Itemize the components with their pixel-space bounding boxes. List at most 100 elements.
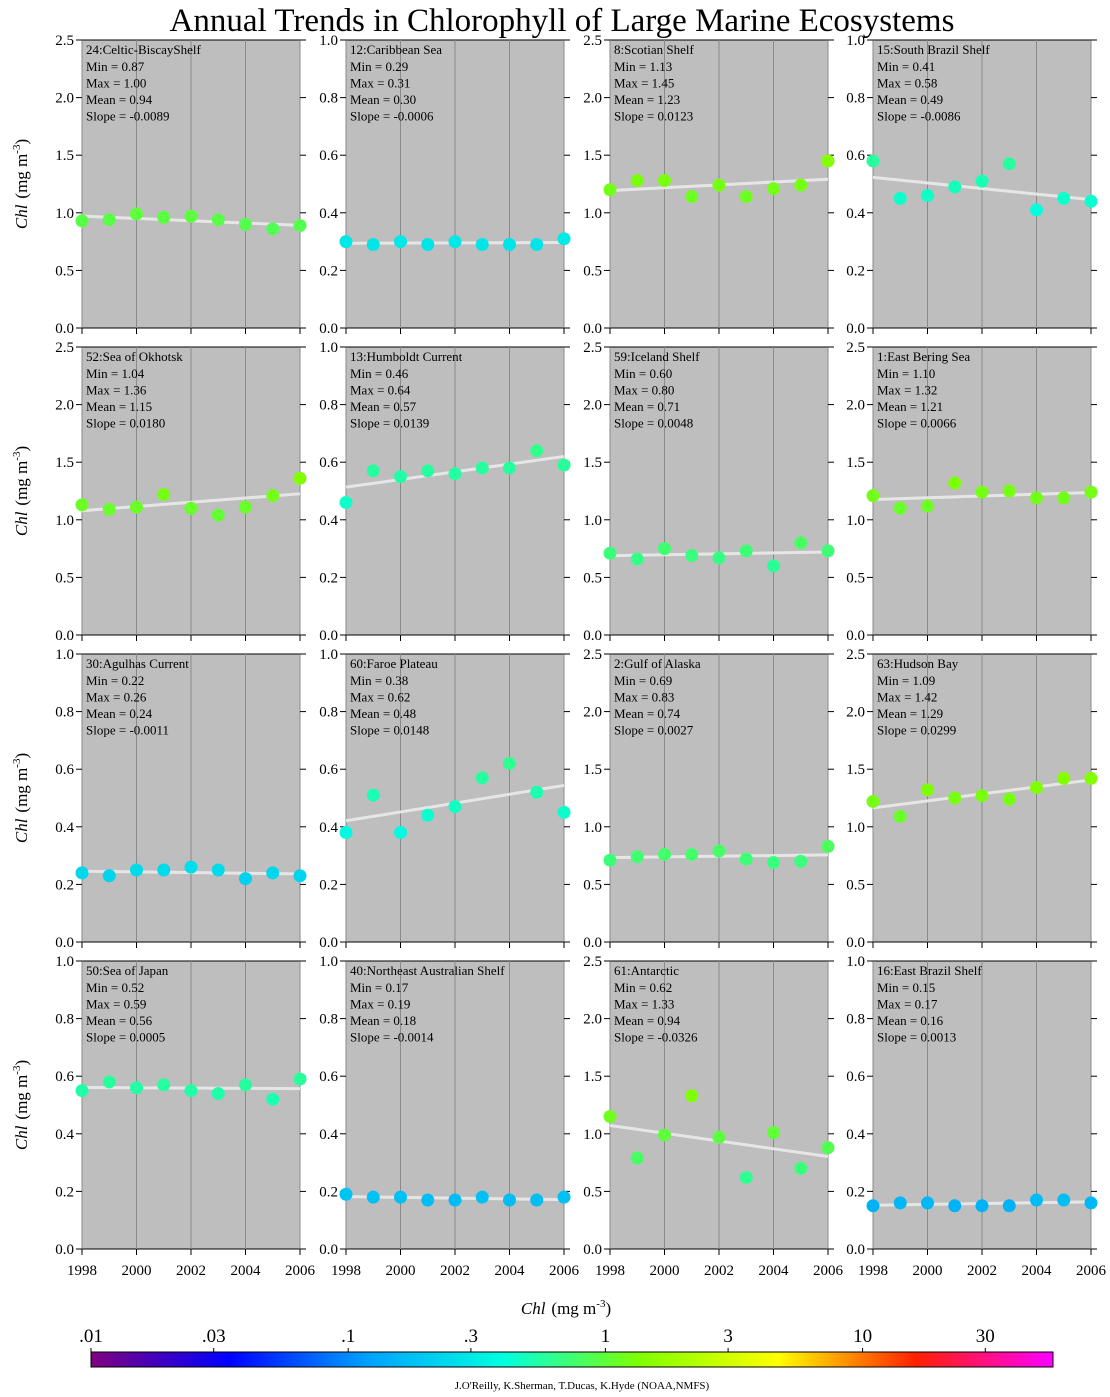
panel-stat: Mean = 1.29: [877, 706, 943, 721]
data-point: [739, 544, 753, 558]
data-point: [739, 852, 753, 866]
colorbar-tick-label: 1: [601, 1326, 611, 1347]
data-point: [603, 853, 617, 867]
y-tick-label: 0.4: [846, 206, 865, 222]
data-point: [921, 783, 934, 797]
panel-stat: Max = 0.17: [877, 997, 938, 1012]
data-point: [211, 508, 225, 522]
data-point: [394, 1190, 407, 1204]
y-tick-label: 1.0: [319, 33, 338, 49]
y-tick-label: 0.4: [319, 206, 338, 222]
y-tick-label: 0.6: [319, 148, 338, 164]
y-tick-label: 1.0: [583, 1127, 602, 1143]
data-point: [1002, 484, 1016, 498]
panel-title: 8:Scotian Shelf: [614, 42, 694, 57]
data-point: [366, 788, 380, 802]
data-point: [266, 1092, 280, 1106]
data-point: [503, 756, 516, 770]
data-point: [948, 1199, 962, 1213]
y-tick-label: 0.2: [846, 1184, 865, 1200]
data-point: [475, 1190, 489, 1204]
data-point: [1002, 1199, 1016, 1213]
data-point: [366, 237, 380, 251]
y-tick-label: 1.5: [583, 148, 602, 164]
axis-label: Chl (mg m-3): [521, 1298, 611, 1318]
y-tick-label: 0.0: [583, 628, 602, 644]
y-tick-label: 2.0: [846, 398, 865, 414]
data-point: [658, 1128, 671, 1142]
data-point: [475, 237, 489, 251]
data-point: [557, 458, 571, 472]
data-point: [75, 1084, 89, 1098]
data-point: [394, 470, 407, 484]
panel-title: 13:Humboldt Current: [350, 349, 463, 364]
y-tick-label: 0.0: [846, 628, 865, 644]
panel-title: 15:South Brazil Shelf: [877, 42, 990, 57]
y-tick-label: 0.2: [55, 877, 74, 893]
data-point: [239, 1078, 252, 1092]
data-point: [866, 794, 880, 808]
y-tick-label: 2.5: [55, 33, 74, 49]
panel-stat: Max = 0.62: [350, 690, 410, 705]
axis-label: Chl (mg m-3): [11, 139, 31, 229]
data-point: [1057, 491, 1071, 505]
data-point: [975, 789, 989, 803]
axis-label-exp: -3: [11, 1065, 23, 1075]
axis-label-var: Chl: [521, 1299, 546, 1318]
panel-stat: Max = 0.19: [350, 997, 410, 1012]
y-tick-label: 2.0: [583, 398, 602, 414]
panel-stat: Slope = 0.0066: [877, 416, 957, 431]
y-tick-label: 0.5: [55, 263, 74, 279]
y-tick-label: 2.5: [583, 954, 602, 970]
y-tick-label: 1.0: [583, 206, 602, 222]
data-point: [339, 1187, 353, 1201]
y-tick-label: 0.6: [55, 1069, 74, 1085]
data-point: [794, 536, 808, 550]
y-tick-label: 1.0: [846, 954, 865, 970]
data-point: [130, 500, 143, 514]
data-point: [948, 180, 962, 194]
axis-label-var: Chl: [12, 511, 31, 536]
panel-stat: Slope = 0.0027: [614, 723, 694, 738]
data-point: [211, 863, 225, 877]
y-tick-label: 2.0: [583, 91, 602, 107]
panel-stat: Slope = 0.0148: [350, 723, 429, 738]
data-point: [184, 860, 198, 874]
panel-stat: Slope = -0.0011: [86, 723, 169, 738]
panel-stat: Max = 1.42: [877, 690, 937, 705]
y-tick-label: 0.5: [846, 877, 865, 893]
trend-line: [872, 175, 1092, 202]
data-point: [530, 785, 544, 799]
y-tick-label: 1.0: [55, 647, 74, 663]
data-point: [239, 217, 252, 231]
data-point: [293, 869, 307, 883]
y-tick-label: 0.5: [583, 570, 602, 586]
axis-label-var: Chl: [12, 204, 31, 229]
panel-stat: Max = 0.59: [86, 997, 146, 1012]
panel-stat: Min = 0.22: [86, 673, 144, 688]
y-tick-label: 0.8: [55, 705, 74, 721]
y-tick-label: 0.2: [319, 570, 338, 586]
data-point: [658, 542, 671, 556]
data-point: [157, 863, 171, 877]
panel-stat: Max = 1.00: [86, 76, 146, 91]
data-point: [893, 1196, 907, 1210]
y-tick-label: 0.0: [846, 935, 865, 951]
panel-title: 50:Sea of Japan: [86, 963, 169, 978]
data-point: [893, 809, 907, 823]
data-point: [866, 154, 880, 168]
y-tick-label: 0.4: [319, 1127, 338, 1143]
data-point: [712, 1130, 726, 1144]
y-tick-label: 0.8: [319, 1012, 338, 1028]
y-tick-label: 2.5: [583, 340, 602, 356]
axis-label-close: ): [12, 1060, 31, 1066]
x-tick-label: 2002: [967, 1263, 997, 1279]
panel-stat: Min = 1.04: [86, 366, 145, 381]
y-tick-label: 1.0: [583, 513, 602, 529]
data-point: [1030, 491, 1043, 505]
panel-title: 1:East Bering Sea: [877, 349, 970, 364]
panel-title: 63:Hudson Bay: [877, 656, 959, 671]
data-point: [739, 190, 753, 204]
data-point: [658, 174, 671, 188]
axis-label-exp: -3: [11, 758, 23, 768]
